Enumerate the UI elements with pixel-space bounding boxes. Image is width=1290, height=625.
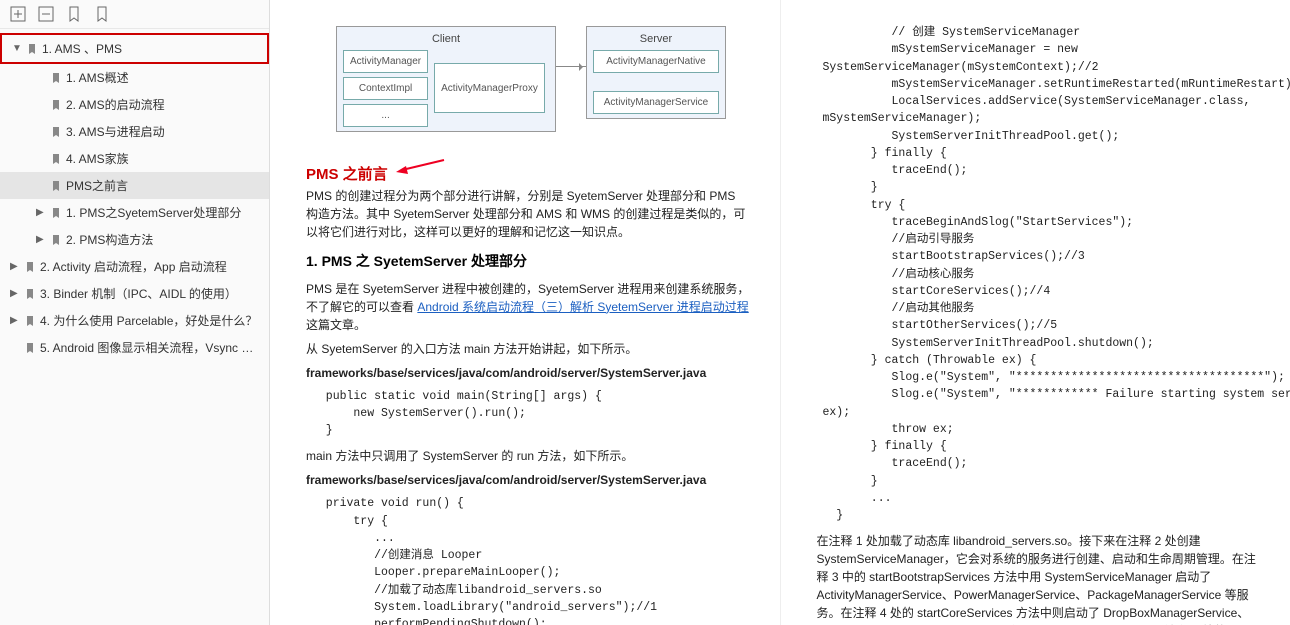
page-2: // 创建 SystemServiceManager mSystemServic… [780,0,1290,625]
diagram-cell: ActivityManager [343,50,428,73]
intro-paragraph: PMS 的创建过程分为两个部分进行讲解，分别是 SyetemServer 处理部… [306,187,750,241]
bookmark-icon [26,43,38,55]
outline-label: 4. 为什么使用 Parcelable，好处是什么？ [40,312,261,329]
outline-item[interactable]: ▶ 2. PMS构造方法 [0,226,269,253]
diagram-cell: ContextImpl [343,77,428,100]
bookmark-icon [24,342,36,354]
tree-arrow-icon: ▶ [10,288,20,299]
code-block-continued: // 创建 SystemServiceManager mSystemServic… [823,24,1261,524]
tree-arrow-icon: ▶ [10,315,20,326]
bookmark-icon[interactable] [66,6,82,22]
code-path: frameworks/base/services/java/com/androi… [306,364,750,382]
code-block-run: private void run() { try { ... //创建消息 Lo… [312,495,750,625]
bookmark-icon [24,315,36,327]
para: 从 SyetemServer 的入口方法 main 方法开始讲起，如下所示。 [306,340,750,358]
bookmark-icon [24,288,36,300]
outline-label: 5. Android 图像显示相关流程，Vsync 信号等 [40,339,261,356]
diagram-server-title: Server [593,31,719,48]
diagram-client-title: Client [343,31,549,48]
bookmark-icon [50,153,62,165]
outline-item[interactable]: ▶ 2. Activity 启动流程，App 启动流程 [0,253,269,280]
tree-arrow-icon: ▶ [10,261,20,272]
outline-label: 2. Activity 启动流程，App 启动流程 [40,258,261,275]
text: 这篇文章。 [306,318,366,332]
bookmark-icon [50,234,62,246]
code-path: frameworks/base/services/java/com/androi… [306,471,750,489]
collapse-all-icon[interactable] [38,6,54,22]
outline-item[interactable]: ▶ 1. PMS之SyetemServer处理部分 [0,199,269,226]
outline-item[interactable]: ▼ 1. AMS 、PMS [0,33,269,64]
bookmark-icon [24,261,36,273]
section-1-para: PMS 是在 SyetemServer 进程中被创建的，SyetemServer… [306,280,750,334]
annotation-arrow-icon [396,158,446,174]
sidebar-toolbar [0,0,269,29]
sidebar: ▼ 1. AMS 、PMS 1. AMS概述 2. AMS的启动流程 3. AMS与进程… [0,0,270,625]
page-1: Client ActivityManager ContextImpl ... A… [270,0,780,625]
outline-item[interactable]: ▶ 3. Binder 机制（IPC、AIDL 的使用） [0,280,269,307]
outline-label: 4. AMS家族 [66,150,261,167]
ams-diagram: Client ActivityManager ContextImpl ... A… [306,26,750,146]
bookmark-icon [50,180,62,192]
outline-label: 2. PMS构造方法 [66,231,261,248]
tree-arrow-icon: ▼ [12,43,22,54]
bookmark-icon [50,126,62,138]
outline-item[interactable]: ▶ 4. 为什么使用 Parcelable，好处是什么？ [0,307,269,334]
diagram-cell: ActivityManagerProxy [434,63,545,113]
content-area: Client ActivityManager ContextImpl ... A… [270,0,1290,625]
outline-label: 3. AMS与进程启动 [66,123,261,140]
outline-label: 3. Binder 机制（IPC、AIDL 的使用） [40,285,261,302]
outline-item[interactable]: 4. AMS家族 [0,145,269,172]
diagram-cell: ActivityManagerService [593,91,719,114]
outline-label: 1. AMS 、PMS [42,40,259,57]
outline-item[interactable]: 1. AMS概述 [0,64,269,91]
section-1-title: 1. PMS 之 SyetemServer 处理部分 [306,251,750,272]
diagram-cell: ActivityManagerNative [593,50,719,73]
diagram-cell: ... [343,104,428,127]
outline-tree: ▼ 1. AMS 、PMS 1. AMS概述 2. AMS的启动流程 3. AMS与进程… [0,29,269,625]
explanation-para: 在注释 1 处加载了动态库 libandroid_servers.so。接下来在… [817,532,1261,625]
bookmark-icon [50,72,62,84]
outline-label: 1. AMS概述 [66,69,261,86]
diagram-arrow [556,66,586,67]
bookmark-icon [50,207,62,219]
outline-label: 1. PMS之SyetemServer处理部分 [66,204,261,221]
para: main 方法中只调用了 SystemServer 的 run 方法，如下所示。 [306,447,750,465]
outline-item[interactable]: PMS之前言 [0,172,269,199]
outline-item[interactable]: 5. Android 图像显示相关流程，Vsync 信号等 [0,334,269,361]
outline-item[interactable]: 2. AMS的启动流程 [0,91,269,118]
android-boot-link[interactable]: Android 系统启动流程（三）解析 SyetemServer 进程启动过程 [417,300,748,314]
outline-label: PMS之前言 [66,177,261,194]
outline-item[interactable]: 3. AMS与进程启动 [0,118,269,145]
outline-label: 2. AMS的启动流程 [66,96,261,113]
bookmark2-icon[interactable] [94,6,110,22]
code-block-main: public static void main(String[] args) {… [312,388,750,440]
tree-arrow-icon: ▶ [36,234,46,245]
pms-preface-title: PMS 之前言 [306,166,388,183]
tree-arrow-icon: ▶ [36,207,46,218]
bookmark-icon [50,99,62,111]
expand-all-icon[interactable] [10,6,26,22]
